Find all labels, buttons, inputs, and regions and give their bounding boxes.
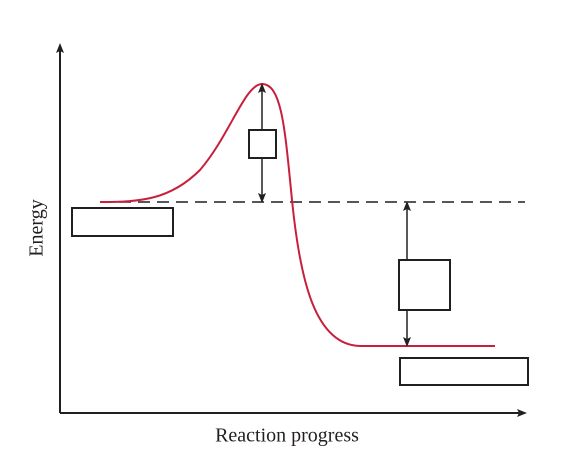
energy-curve xyxy=(99,82,495,347)
product-box xyxy=(399,357,529,386)
activation-box xyxy=(248,129,277,159)
x-axis-label: Reaction progress xyxy=(215,425,359,447)
delta-box xyxy=(398,259,451,311)
y-axis-label: Energy xyxy=(26,199,48,256)
reactant-box xyxy=(71,207,174,237)
